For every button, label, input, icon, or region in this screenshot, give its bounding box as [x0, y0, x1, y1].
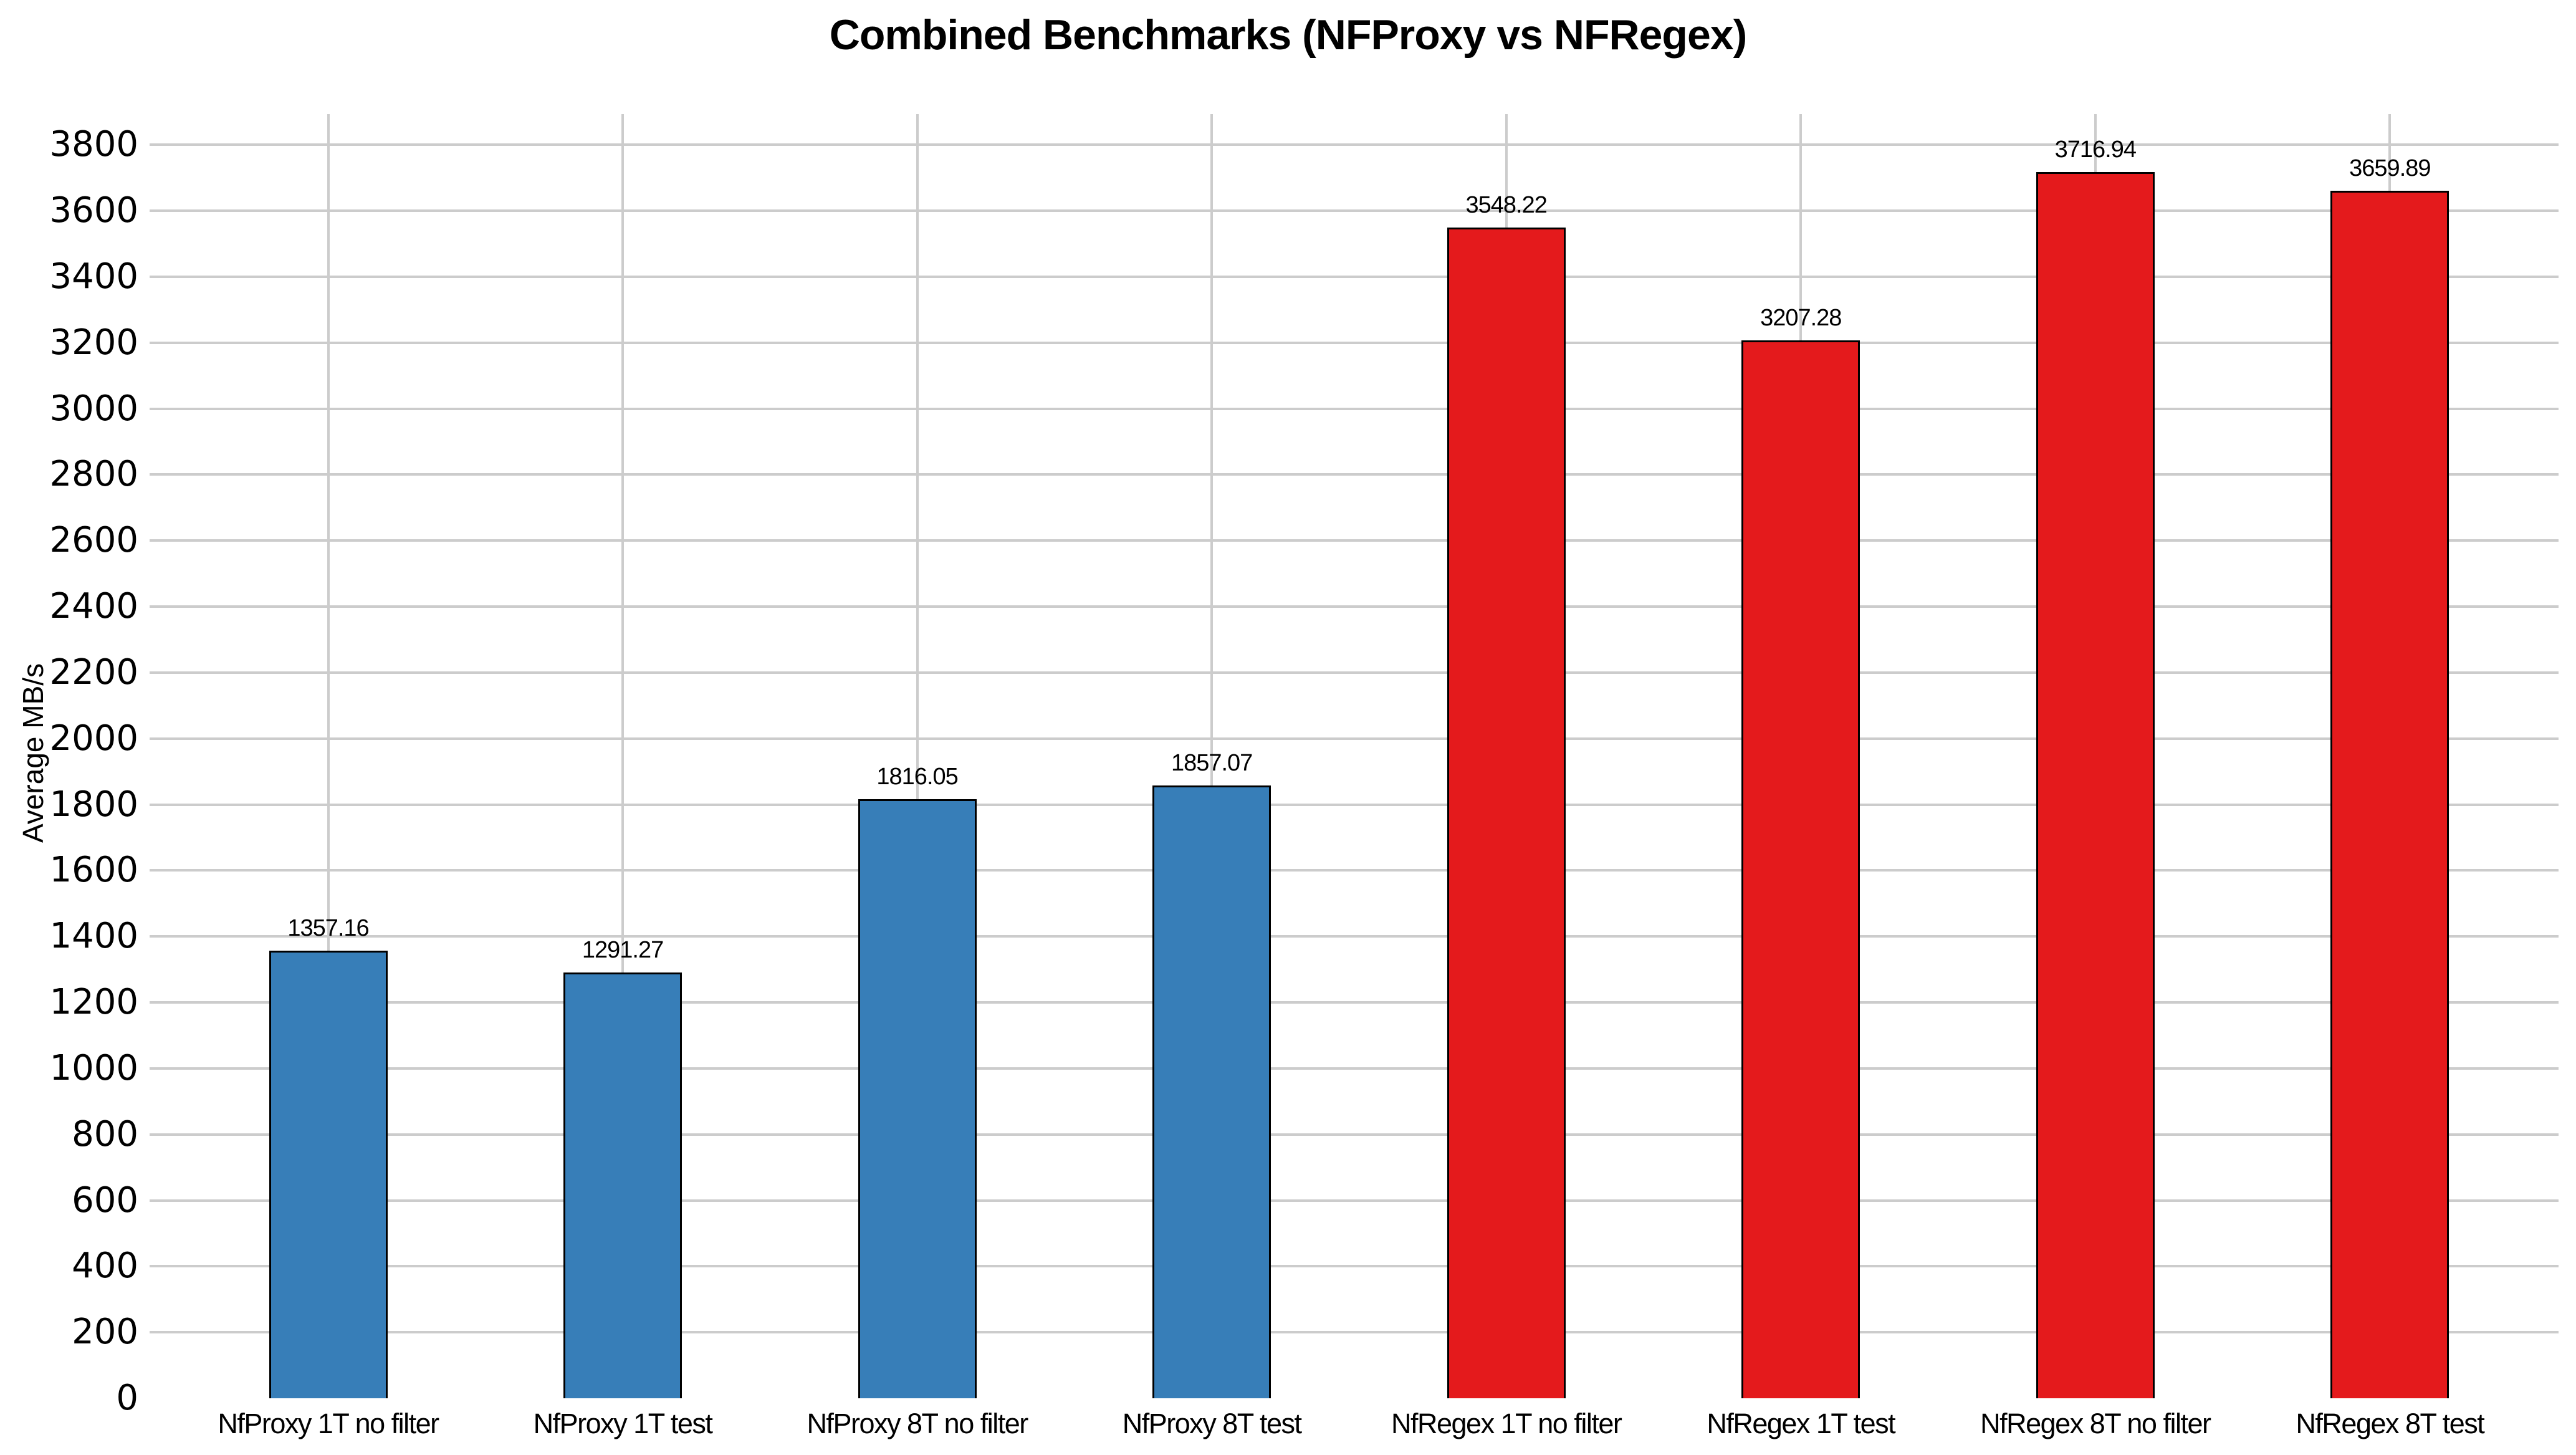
y-tick-label: 3000	[49, 388, 138, 429]
h-gridline	[150, 1133, 2559, 1136]
y-tick-label: 800	[72, 1113, 138, 1155]
h-gridline	[150, 671, 2559, 674]
y-tick-label: 0	[116, 1378, 138, 1418]
y-tick-label: 3200	[49, 322, 138, 363]
h-gridline	[150, 407, 2559, 410]
y-tick-label: 1800	[49, 784, 138, 825]
bar-nfproxy-1t-test	[563, 972, 682, 1398]
h-gridline	[150, 1001, 2559, 1004]
y-tick-label: 600	[72, 1179, 138, 1221]
h-gridline	[150, 539, 2559, 542]
x-tick-label: NfProxy 1T no filter	[218, 1408, 439, 1439]
bar-value-label: 1357.16	[287, 915, 369, 941]
h-gridline	[150, 737, 2559, 740]
x-tick-label: NfProxy 1T test	[533, 1408, 713, 1439]
h-gridline	[150, 1265, 2559, 1268]
y-tick-label: 2400	[49, 586, 138, 627]
y-tick-label: 2200	[49, 651, 138, 693]
h-gridline	[150, 869, 2559, 872]
y-tick-label: 1400	[49, 916, 138, 957]
x-tick-label: NfRegex 8T test	[2296, 1408, 2484, 1439]
h-gridline	[150, 341, 2559, 344]
y-tick-label: 1600	[49, 850, 138, 891]
bar-value-label: 3207.28	[1760, 304, 1842, 331]
bar-value-label: 1291.27	[582, 936, 664, 963]
v-gridline	[327, 114, 330, 1398]
h-gridline	[150, 605, 2559, 608]
bar-value-label: 3659.89	[2349, 155, 2431, 182]
h-gridline	[150, 1067, 2559, 1070]
y-tick-label: 400	[72, 1246, 138, 1287]
y-tick-label: 2000	[49, 718, 138, 759]
bar-value-label: 3548.22	[1465, 192, 1548, 219]
x-tick-label: NfRegex 1T no filter	[1391, 1408, 1622, 1439]
x-tick-label: NfRegex 8T no filter	[1980, 1408, 2211, 1439]
x-tick-label: NfProxy 8T test	[1122, 1408, 1302, 1439]
bar-value-label: 3716.94	[2054, 137, 2137, 163]
h-gridline	[150, 143, 2559, 146]
v-gridline	[1210, 114, 1214, 1398]
h-gridline	[150, 803, 2559, 806]
h-gridline	[150, 935, 2559, 938]
h-gridline	[150, 473, 2559, 476]
v-gridline	[916, 114, 919, 1398]
bar-value-label: 1816.05	[876, 764, 958, 790]
bar-nfproxy-8t-test	[1152, 785, 1271, 1398]
y-tick-label: 2600	[49, 520, 138, 561]
bar-value-label: 1857.07	[1171, 750, 1253, 777]
v-gridline	[621, 114, 625, 1398]
bar-nfregex-8t-no-filter	[2036, 172, 2155, 1398]
y-tick-label: 1000	[49, 1047, 138, 1088]
y-tick-label: 3800	[49, 124, 138, 165]
chart-title: Combined Benchmarks (NFProxy vs NFRegex)	[829, 11, 1748, 59]
bar-nfregex-1t-no-filter	[1447, 228, 1566, 1398]
bar-nfregex-8t-test	[2330, 191, 2449, 1398]
x-tick-label: NfProxy 8T no filter	[807, 1408, 1028, 1439]
y-tick-label: 200	[72, 1312, 138, 1353]
h-gridline	[150, 275, 2559, 278]
bar-nfproxy-1t-no-filter	[269, 950, 388, 1398]
bar-nfproxy-8t-no-filter	[858, 799, 977, 1398]
h-gridline	[150, 1331, 2559, 1334]
y-tick-label: 2800	[49, 454, 138, 495]
h-gridline	[150, 1199, 2559, 1202]
h-gridline	[150, 209, 2559, 213]
y-tick-label: 3600	[49, 190, 138, 231]
bar-nfregex-1t-test	[1741, 340, 1860, 1398]
y-tick-label: 1200	[49, 982, 138, 1022]
x-tick-label: NfRegex 1T test	[1707, 1408, 1895, 1439]
y-tick-label: 3400	[49, 256, 138, 297]
